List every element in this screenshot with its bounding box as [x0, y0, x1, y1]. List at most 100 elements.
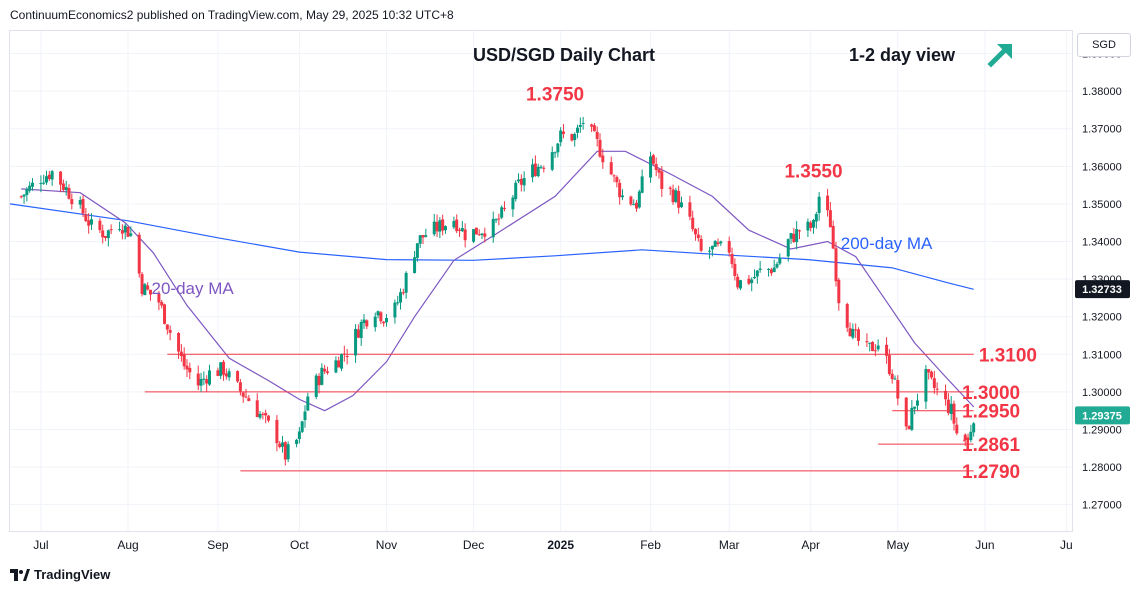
- candle-body: [640, 176, 644, 193]
- candle-body: [930, 371, 934, 378]
- attribution-text: ContinuumEconomics2 published on Trading…: [10, 8, 454, 22]
- candle-body: [413, 257, 417, 274]
- price-badge-layer: 1.32733 1.29375: [1075, 280, 1130, 425]
- candle: [283, 441, 287, 466]
- candle-body: [809, 222, 813, 228]
- candle: [238, 378, 242, 396]
- candle-body: [148, 289, 152, 295]
- candle-body: [415, 243, 419, 258]
- candle-body: [286, 444, 290, 460]
- candle: [474, 227, 478, 235]
- candlestick-layer: [19, 116, 976, 466]
- candle-body: [932, 378, 936, 388]
- candle-body: [696, 234, 700, 239]
- candle-body: [792, 233, 796, 243]
- candle: [598, 133, 602, 158]
- price-badge: [1075, 280, 1130, 299]
- candle: [64, 180, 68, 196]
- candle: [137, 232, 141, 278]
- candle-body: [39, 183, 43, 185]
- candle: [47, 171, 51, 181]
- candle-body: [359, 322, 363, 339]
- candle: [845, 302, 849, 332]
- y-tick-label: 1.31000: [1082, 349, 1122, 361]
- candle: [123, 223, 127, 240]
- candle: [255, 393, 259, 418]
- candle: [696, 227, 700, 242]
- candle: [401, 288, 405, 296]
- candle: [160, 299, 164, 309]
- candle-body: [78, 199, 82, 205]
- candle: [710, 245, 714, 257]
- candle: [635, 199, 639, 212]
- tradingview-brand[interactable]: TradingView: [10, 567, 110, 582]
- price-badge-label: 1.32733: [1082, 284, 1122, 296]
- candle-body: [266, 415, 270, 421]
- arrow-up-right-icon: [987, 44, 1012, 68]
- candle: [758, 260, 762, 273]
- candle: [651, 153, 655, 166]
- candle: [297, 427, 301, 444]
- y-tick-label: 1.37000: [1082, 124, 1122, 136]
- candle: [222, 359, 226, 381]
- candle-body: [421, 235, 425, 238]
- candle-body: [812, 220, 816, 228]
- candle-body: [418, 235, 422, 244]
- candle: [384, 314, 388, 327]
- candle-body: [404, 272, 408, 293]
- candle-body: [185, 365, 189, 370]
- candle-body: [654, 164, 658, 170]
- candle-body: [491, 218, 495, 238]
- x-tick-label: Sep: [207, 538, 229, 552]
- currency-button[interactable]: SGD: [1077, 33, 1131, 57]
- candle: [797, 229, 801, 240]
- candle-body: [533, 163, 537, 176]
- candle: [418, 234, 422, 248]
- candle: [480, 232, 484, 240]
- candle-body: [120, 230, 124, 234]
- candle: [946, 393, 950, 416]
- candle: [157, 291, 161, 311]
- candle: [595, 126, 599, 147]
- chart-annotation: 1.3750: [526, 85, 584, 106]
- candle: [924, 365, 928, 410]
- candle-body: [202, 378, 206, 380]
- candle-body: [946, 399, 950, 414]
- candle-body: [789, 233, 793, 239]
- candle: [713, 239, 717, 247]
- candle-body: [222, 361, 226, 375]
- candle-body: [944, 390, 948, 400]
- candle-body: [362, 319, 366, 324]
- candle: [806, 218, 810, 237]
- candle-body: [651, 155, 655, 164]
- candle: [207, 364, 211, 386]
- candle-body: [952, 403, 956, 424]
- candle-body: [632, 204, 636, 206]
- price-badge: [1075, 406, 1130, 425]
- candle: [640, 169, 644, 194]
- candle-body: [876, 345, 880, 350]
- candle: [769, 267, 773, 277]
- candle: [927, 368, 931, 380]
- candle-body: [786, 239, 790, 257]
- candle: [455, 214, 459, 234]
- candle: [531, 158, 535, 183]
- candle-body: [865, 341, 869, 343]
- candle-body: [401, 292, 405, 294]
- candle-body: [581, 122, 585, 124]
- candle: [22, 194, 26, 204]
- candle: [674, 187, 678, 204]
- candle-body: [837, 279, 841, 304]
- candle-body: [393, 302, 397, 318]
- candle-body: [747, 278, 751, 284]
- candle: [458, 227, 462, 237]
- y-tick-label: 1.29000: [1082, 424, 1122, 436]
- annotation-layer: 1.3750 1.3550 200-day MA 20-day MA: [152, 85, 934, 299]
- candle: [241, 392, 245, 403]
- candle-body: [84, 214, 88, 222]
- candle: [362, 313, 366, 329]
- y-tick-label: 1.30000: [1082, 387, 1122, 399]
- candle: [179, 344, 183, 362]
- candle: [736, 273, 740, 290]
